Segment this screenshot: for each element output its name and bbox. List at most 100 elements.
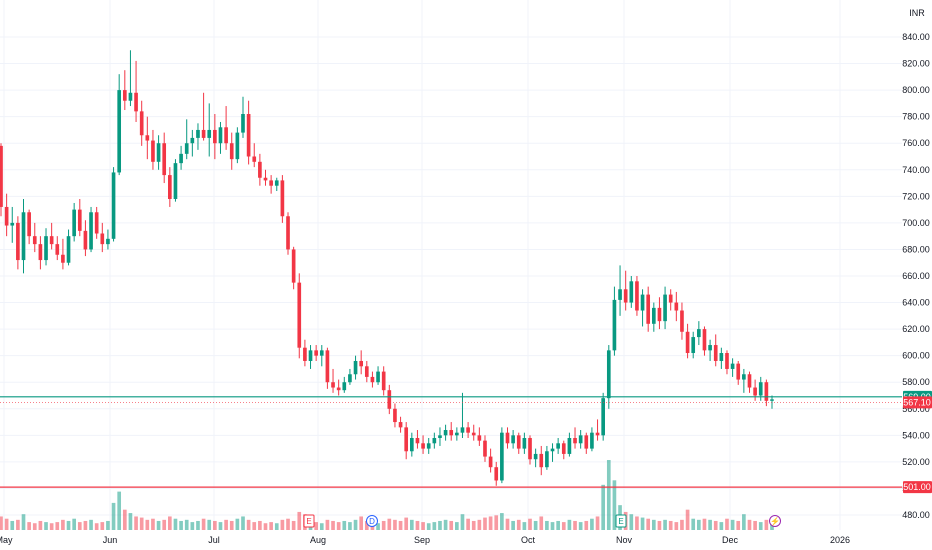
volume-bar [201,518,206,530]
volume-bar [145,519,150,530]
candle-body [370,376,375,383]
candle-body [162,143,167,176]
volume-bar [646,518,651,530]
candle-body [258,161,262,178]
volume-bar [252,522,257,530]
candle-body [685,331,690,354]
volume-bar [697,519,701,530]
volume-bar [77,522,82,530]
time-axis[interactable]: May Jun Jul Aug Sep Oct Nov Dec 2026 [0,535,850,545]
candle-body [128,92,133,101]
volume-bar [162,519,167,530]
candle-body [252,156,257,162]
candle-body [190,137,195,144]
volume-bar [483,517,487,530]
volume-bar [415,520,420,530]
y-tick-label: 740.00 [902,165,930,175]
candle-body [145,135,150,141]
candle-body [297,282,302,348]
volume-bar [691,518,696,530]
candle-body [229,143,234,160]
candle-body [618,289,622,300]
volume-bar [314,522,318,530]
candle-body [331,382,335,388]
volume-bar [331,520,335,530]
candle-body [139,111,144,136]
volume-bar [213,520,217,530]
candle-body [38,244,43,261]
volume-bar [730,519,735,530]
volume-bar [168,516,172,530]
volume-bar [713,520,718,530]
candle-body [325,350,330,383]
candle-body [49,236,54,245]
volume-bar [505,518,510,530]
volume-bar [516,519,521,530]
candle-body [426,443,431,449]
split-marker [769,515,781,527]
volume-bar [348,522,352,530]
volume-bar [584,520,589,530]
volume-bar [32,523,37,530]
candle-body [455,432,459,436]
candle-body [21,212,26,261]
candle-body [640,294,645,311]
candle-body [758,382,763,396]
volume-bar [393,519,397,530]
volume-bar [280,519,285,530]
candle-body [545,451,549,468]
candle-body [595,432,600,436]
volume-bar [640,517,645,530]
candle-body [584,435,589,449]
volume-bar [758,522,763,530]
candle-body [668,294,673,303]
candle-body [516,435,521,449]
candle-body [173,163,178,199]
volume-bar [353,519,358,530]
volume-bar [601,484,605,530]
volume-bar [556,520,560,530]
candle-body [623,289,628,303]
candle-body [218,127,223,144]
volume-bar [286,518,290,530]
volume-bar [229,520,234,530]
volume-bar [477,519,482,530]
volume-bar [44,522,48,530]
volume-bar [263,523,268,530]
candle-body [550,448,555,452]
candle-body [438,435,442,438]
candle-body [387,390,392,409]
candle-body [421,443,425,449]
volume-bar [319,523,324,530]
candle-body [736,363,741,380]
volume-bar [522,522,527,530]
candle-body [359,360,364,367]
volume-bar [494,515,499,530]
volume-bar [663,519,667,530]
volume-bar [668,520,673,530]
volume-bar [753,520,757,530]
volume-bar [38,520,43,530]
volume-bar [151,518,155,530]
volume-bar [0,516,3,530]
volume-bar [460,514,465,530]
volume-bar [421,522,425,530]
volume-bar [72,518,76,530]
volume-bar [100,522,105,530]
y-tick-label: 600.00 [902,351,930,361]
volume-bar [111,502,116,530]
volume-bars [0,460,774,530]
volume-bar [629,514,634,530]
price-axis[interactable]: 480.00500.00520.00540.00560.00580.00600.… [902,32,932,520]
currency-label: INR [909,8,925,18]
volume-bar [89,519,93,530]
candle-body [72,209,76,237]
candle-body [89,212,93,250]
volume-bar [342,520,347,530]
volume-bar [10,520,15,530]
candle-body [404,427,409,452]
candle-body [753,387,757,396]
candle-body [55,244,60,255]
candle-body [156,143,161,162]
